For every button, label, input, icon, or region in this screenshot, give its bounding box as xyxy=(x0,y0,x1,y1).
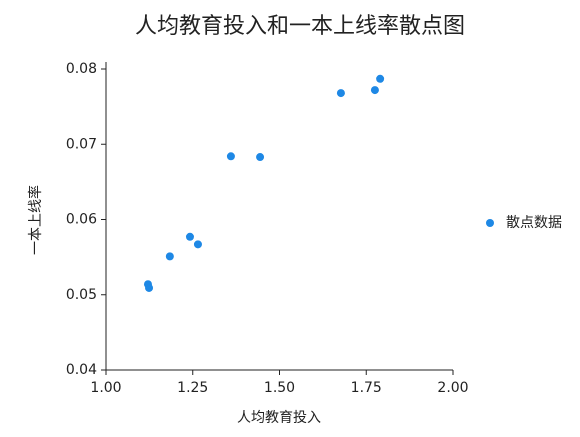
x-tick-label: 1.50 xyxy=(264,380,295,396)
point xyxy=(165,252,174,261)
legend-marker xyxy=(486,219,494,227)
y-axis-label: 一本上线率 xyxy=(27,185,44,255)
y-tick-label: 0.07 xyxy=(66,136,97,152)
legend-label: 散点数据 xyxy=(506,215,562,231)
point xyxy=(370,86,379,95)
y-tick-label: 0.04 xyxy=(66,362,97,378)
point xyxy=(376,74,385,83)
x-axis-label: 人均教育投入 xyxy=(237,410,321,426)
y-tick-label: 0.05 xyxy=(66,287,97,303)
point xyxy=(185,232,194,241)
x-tick-label: 1.25 xyxy=(177,380,208,396)
point xyxy=(256,153,265,162)
point xyxy=(336,89,345,98)
y-tick-label: 0.06 xyxy=(66,212,97,228)
point xyxy=(193,240,202,249)
x-tick-label: 1.00 xyxy=(90,380,121,396)
x-tick-label: 1.75 xyxy=(351,380,382,396)
x-tick-label: 2.00 xyxy=(437,380,468,396)
y-tick-label: 0.08 xyxy=(66,61,97,77)
chart-title: 人均教育投入和一本上线率散点图 xyxy=(135,14,465,39)
point xyxy=(226,152,235,161)
point xyxy=(145,283,154,292)
